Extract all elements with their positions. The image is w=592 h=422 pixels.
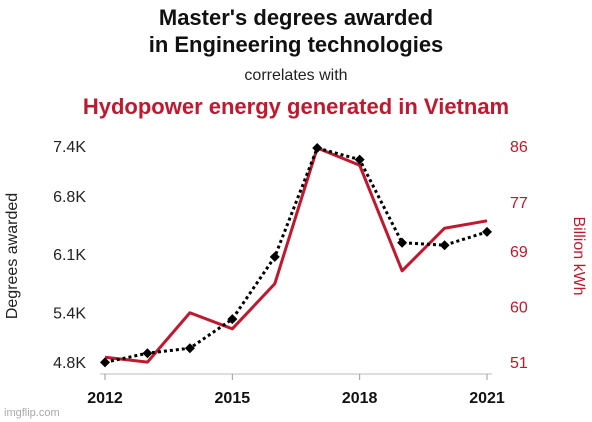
- point-marker: [269, 251, 280, 262]
- y2-tick-label: 86: [510, 139, 528, 156]
- point-marker: [354, 154, 365, 165]
- watermark: imgflip.com: [4, 407, 60, 419]
- subtitle: correlates with: [244, 67, 347, 84]
- y2-axis-label: Billion kWh: [570, 216, 587, 295]
- point-marker: [100, 357, 110, 368]
- x-tick-label: 2018: [342, 390, 378, 407]
- series-line: [104, 146, 488, 364]
- y-tick-label: 6.8K: [53, 189, 86, 206]
- y-tick-label: 5.4K: [53, 305, 86, 322]
- series-line: [104, 146, 488, 364]
- y-tick-label: 7.4K: [53, 139, 86, 156]
- y2-tick-label: 51: [510, 355, 528, 372]
- x-tick-label: 2012: [87, 390, 123, 407]
- chart-title: Master's degrees awarded: [159, 5, 433, 30]
- subtitle-red: Hydopower energy generated in Vietnam: [83, 94, 509, 119]
- chart-title: in Engineering technologies: [149, 32, 444, 57]
- y-axis-label: Degrees awarded: [4, 193, 21, 319]
- y-tick-label: 6.1K: [53, 247, 86, 264]
- x-tick-label: 2021: [469, 390, 505, 407]
- point-marker: [142, 348, 153, 359]
- point-marker: [439, 240, 450, 251]
- y-tick-label: 4.8K: [53, 355, 86, 372]
- point-marker: [227, 314, 238, 325]
- point-marker: [184, 343, 195, 354]
- y2-tick-label: 77: [510, 195, 528, 212]
- point-marker: [482, 226, 492, 237]
- y2-tick-label: 69: [510, 244, 528, 261]
- y2-tick-label: 60: [510, 300, 528, 317]
- point-marker: [312, 143, 323, 153]
- x-tick-label: 2015: [215, 390, 251, 407]
- point-marker: [397, 237, 408, 248]
